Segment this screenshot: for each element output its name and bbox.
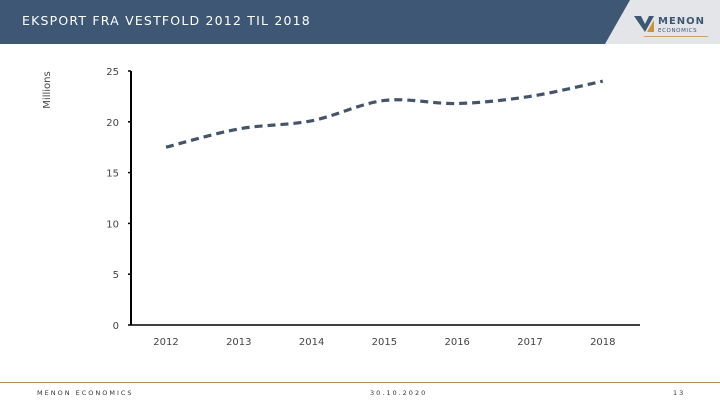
series-line: [165, 79, 604, 149]
y-tick-label: 25: [106, 67, 119, 78]
footer-divider: [0, 382, 720, 383]
x-tick-label: 2012: [153, 337, 178, 348]
x-tick-label: 2015: [372, 337, 397, 348]
page-number: 13: [673, 389, 686, 397]
svg-text:ECONOMICS: ECONOMICS: [658, 28, 697, 34]
footer-company: MENON ECONOMICS: [37, 389, 134, 397]
x-tick-label: 2013: [226, 337, 251, 348]
x-tick-label: 2016: [444, 337, 469, 348]
svg-text:MENON: MENON: [658, 16, 705, 27]
y-tick-label: 15: [106, 169, 119, 180]
header-band: [0, 0, 720, 44]
x-tick-label: 2014: [299, 337, 324, 348]
y-tick-label: 0: [113, 321, 119, 332]
logo-background: [605, 0, 720, 44]
footer-date: 30.10.2020: [370, 389, 428, 397]
menon-logo: MENON ECONOMICS: [634, 16, 708, 37]
y-tick-label: 5: [113, 270, 119, 281]
slide-title: EKSPORT FRA VESTFOLD 2012 TIL 2018: [22, 13, 311, 28]
x-tick-label: 2017: [517, 337, 542, 348]
x-tick-label: 2018: [590, 337, 615, 348]
y-tick-label: 10: [106, 219, 119, 230]
y-tick-label: 20: [106, 118, 119, 129]
y-axis-label: Millions: [42, 71, 53, 108]
